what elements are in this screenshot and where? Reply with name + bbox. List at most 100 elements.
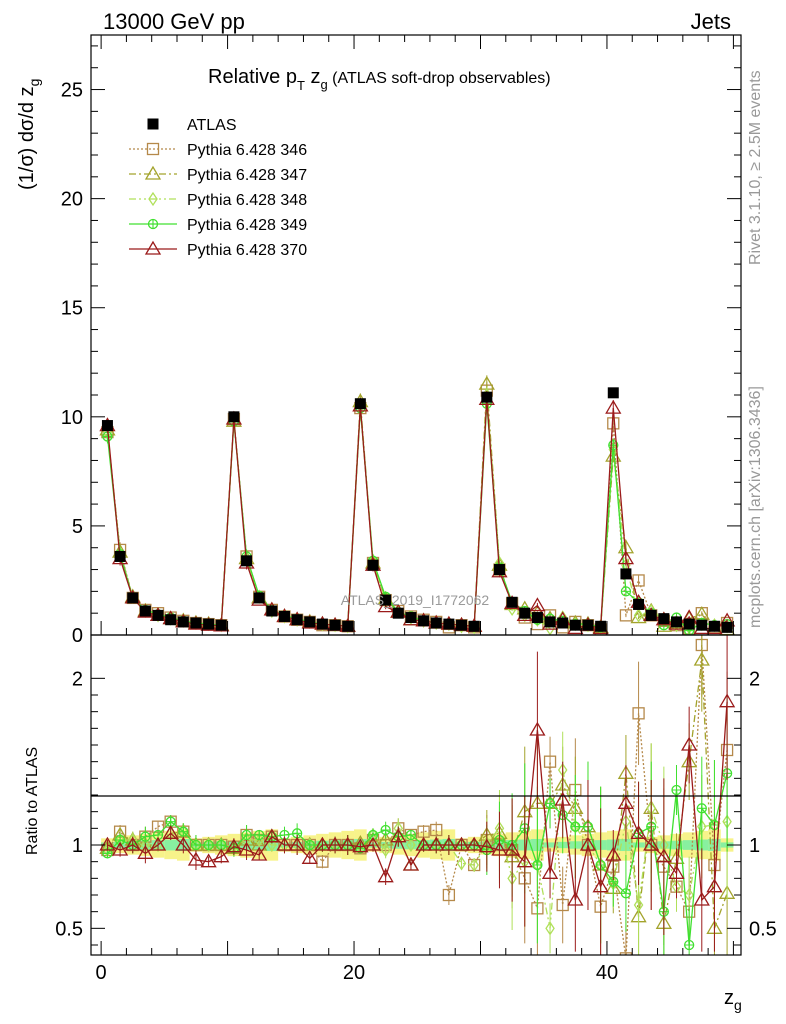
ratio-point-pythia-6-428-370-46 (681, 736, 698, 751)
legend-label-pythia-6-428-347: Pythia 6.428 347 (187, 167, 307, 184)
ratio-point-pythia-6-428-349-41-cross (621, 888, 631, 898)
ratio-point-pythia-6-428-370-36 (554, 791, 571, 806)
point-atlas-42 (633, 598, 645, 610)
point-atlas-28 (456, 619, 468, 631)
ratio-point-pythia-6-428-349-3 (140, 831, 151, 842)
point-atlas-46 (683, 618, 695, 630)
ratio-point-pythia-6-428-370-48 (706, 878, 723, 893)
ratio-point-pythia-6-428-370-33 (516, 853, 533, 868)
point-atlas-31 (493, 564, 505, 576)
ratio-point-pythia-6-428-370-23 (390, 828, 407, 843)
ratio-point-pythia-6-428-348-29 (469, 857, 479, 873)
y-axis-label-ratio: Ratio to ATLAS (24, 747, 41, 855)
ratio-point-pythia-6-428-370-15 (288, 836, 306, 851)
point-atlas-17 (316, 618, 328, 630)
point-atlas-29 (468, 620, 480, 632)
ratio-point-pythia-6-428-370-37 (567, 891, 584, 906)
rivet-label: Rivet 3.1.10, ≥ 2.5M events (747, 70, 764, 265)
ratio-point-pythia-6-428-370-7 (187, 851, 205, 866)
ratio-point-pythia-6-428-370-28 (453, 836, 470, 851)
plot-title-sub-g: g (320, 77, 327, 92)
ratio-point-pythia-6-428-349-34 (532, 859, 543, 871)
ratio-point-pythia-6-428-349-22 (380, 824, 391, 836)
header-left: 13000 GeV pp (103, 9, 245, 34)
point-atlas-16 (304, 616, 316, 628)
band-green-35 (543, 842, 557, 848)
ratio-point-pythia-6-428-348-28 (456, 856, 467, 871)
ratio-point-pythia-6-428-346-42 (632, 707, 645, 720)
point-pythia-6-428-349-0 (102, 431, 113, 442)
point-atlas-34 (531, 612, 543, 624)
point-atlas-38 (582, 619, 594, 631)
point-atlas-44 (658, 613, 670, 625)
point-atlas-0 (101, 420, 113, 432)
ratio-point-pythia-6-428-370-27 (440, 836, 458, 851)
ratio-series-pythia-6-428-346 (101, 635, 734, 955)
point-atlas-33 (519, 607, 531, 619)
legend-marker-pythia-6-428-347 (144, 165, 162, 180)
band-green-46 (682, 840, 696, 850)
ratio-point-pythia-6-428-370-31 (491, 841, 508, 856)
point-pythia-6-428-370-34 (529, 597, 546, 612)
ratio-point-pythia-6-428-348-24 (406, 837, 416, 853)
ratio-point-pythia-6-428-370-30 (478, 838, 495, 853)
ratio-point-pythia-6-428-349-7-cross (191, 840, 201, 850)
analysis-watermark: ATLAS_2019_I1772062 (341, 592, 490, 608)
ratio-point-pythia-6-428-370-47 (693, 891, 710, 906)
ratio-point-pythia-6-428-346-26 (430, 823, 443, 837)
ratio-point-pythia-6-428-370-17 (314, 836, 331, 851)
point-atlas-23 (392, 607, 404, 619)
ratio-point-pythia-6-428-370-19 (339, 836, 356, 851)
ratio-point-pythia-6-428-370-32 (503, 841, 521, 856)
point-atlas-5 (165, 614, 177, 626)
legend-marker-pythia-6-428-349 (147, 218, 159, 230)
ratio-point-pythia-6-428-349-8-cross (204, 840, 214, 850)
point-pythia-6-428-349-41-cross (621, 586, 631, 596)
ytick-label-15: 15 (61, 298, 83, 320)
point-pythia-6-428-346-42 (632, 574, 645, 587)
ratio-line-pythia-6-428-370 (107, 701, 728, 902)
ratio-point-pythia-6-428-370-25 (415, 836, 432, 851)
point-pythia-6-428-370-41 (617, 550, 635, 565)
ratio-point-pythia-6-428-370-9 (213, 848, 230, 863)
ratio-point-pythia-6-428-370-13 (263, 828, 280, 843)
point-pythia-6-428-348-42 (633, 608, 644, 623)
point-atlas-15 (291, 614, 303, 626)
xtick-label-0: 0 (96, 962, 107, 984)
ratio-point-pythia-6-428-370-8 (200, 853, 217, 868)
ratio-point-pythia-6-428-349-6-cross (178, 827, 188, 837)
legend-marker-pythia-6-428-346 (146, 142, 160, 156)
plot-title-suffix: (ATLAS soft-drop observables) (328, 70, 551, 87)
point-atlas-43 (645, 609, 657, 621)
ratio-point-pythia-6-428-349-46 (684, 939, 695, 951)
xtick-label-20: 20 (343, 962, 365, 984)
point-pythia-6-428-370-22 (377, 598, 394, 613)
ratio-point-pythia-6-428-349-37-cross (570, 822, 580, 832)
ratio-point-pythia-6-428-370-5 (162, 825, 179, 839)
ratio-point-pythia-6-428-370-41 (617, 795, 635, 809)
ratio-ytick-label-right-0.5: 0.5 (749, 918, 777, 940)
ratio-point-pythia-6-428-349-47-cross (697, 803, 707, 813)
ratio-point-pythia-6-428-349-22-cross (381, 825, 391, 835)
ratio-point-pythia-6-428-349-34-cross (532, 860, 542, 870)
y-axis-label-main: (1/σ) dσ/d zg (16, 79, 42, 190)
ratio-point-pythia-6-428-370-22 (377, 868, 394, 883)
ratio-point-pythia-6-428-370-1 (111, 841, 129, 856)
ratio-point-pythia-6-428-348-22 (380, 842, 391, 858)
legend-label-pythia-6-428-348: Pythia 6.428 348 (187, 192, 307, 209)
point-atlas-30 (481, 391, 493, 403)
ratio-point-pythia-6-428-370-39 (592, 878, 609, 893)
ratio-point-pythia-6-428-349-16-cross (305, 840, 315, 850)
ratio-point-pythia-6-428-370-0 (99, 836, 116, 851)
ratio-point-pythia-6-428-349-3-cross (140, 832, 150, 842)
ratio-point-pythia-6-428-349-7 (190, 839, 202, 851)
legend-label-atlas: ATLAS (187, 117, 237, 134)
point-atlas-4 (152, 609, 164, 621)
point-atlas-48 (708, 620, 720, 632)
ratio-point-pythia-6-428-349-24-cross (406, 830, 416, 840)
ratio-point-pythia-6-428-370-2 (124, 836, 141, 851)
ytick-label-20: 20 (61, 189, 83, 211)
ratio-point-pythia-6-428-370-29 (466, 836, 483, 851)
ratio-point-pythia-6-428-348-13 (267, 837, 277, 853)
